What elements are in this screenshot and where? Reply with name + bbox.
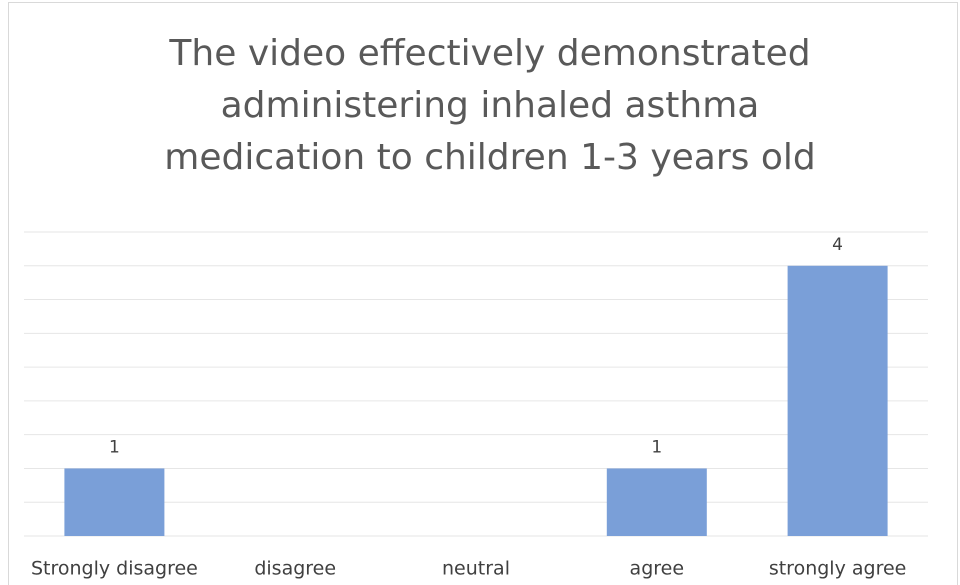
data-label: 1 bbox=[651, 437, 662, 457]
data-label: 1 bbox=[109, 437, 120, 457]
chart-frame bbox=[8, 2, 958, 585]
x-tick-label: Strongly disagree bbox=[31, 558, 198, 580]
bar bbox=[606, 468, 707, 536]
x-tick-label: strongly agree bbox=[769, 558, 907, 580]
data-label: 4 bbox=[832, 235, 843, 255]
x-tick-label: neutral bbox=[442, 558, 510, 580]
x-tick-label: disagree bbox=[254, 558, 336, 580]
bar bbox=[787, 265, 888, 536]
x-tick-label: agree bbox=[630, 558, 684, 580]
chart-title: The video effectively demonstrated admin… bbox=[164, 33, 816, 178]
bar bbox=[64, 468, 165, 536]
